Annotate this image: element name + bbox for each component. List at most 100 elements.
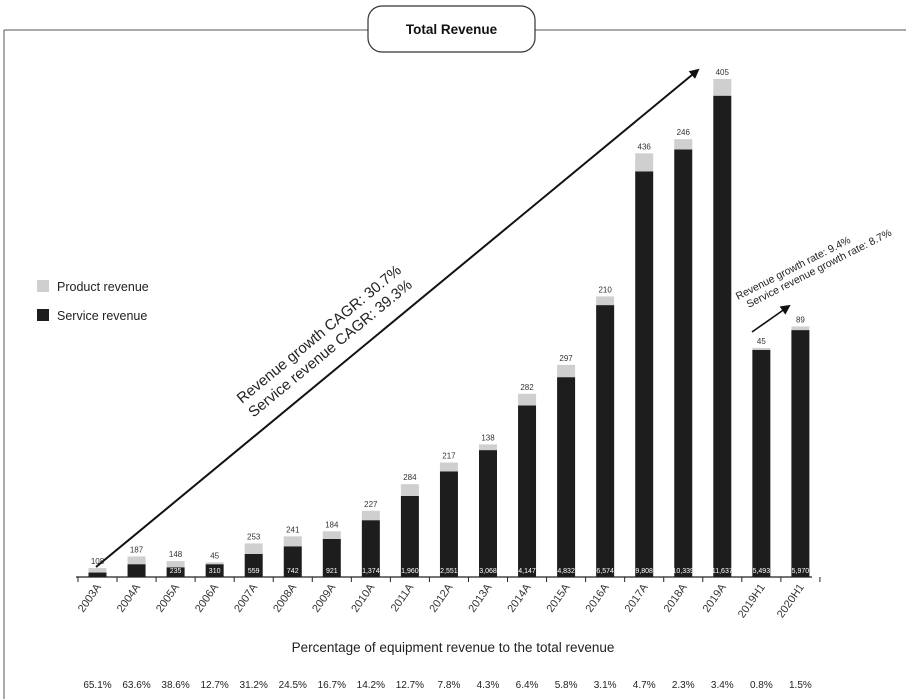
x-tick-label: 2013A: [466, 581, 494, 614]
x-tick-label: 2019H1: [736, 582, 768, 620]
growth-annotation: Revenue growth rate: 9.4% Service revenu…: [734, 216, 894, 313]
bar-service: [479, 450, 497, 577]
x-tick-label: 2006A: [193, 581, 221, 614]
bar-service: [635, 171, 654, 577]
service-value-label: 310: [209, 568, 221, 575]
product-value-label: 241: [286, 525, 300, 534]
bar-service: [557, 377, 576, 577]
service-value-label: 1,374: [362, 568, 380, 575]
legend-swatch-service: [37, 309, 49, 321]
bar-product: [439, 462, 458, 472]
equipment-share-value: 4.3%: [477, 680, 500, 691]
x-tick-label: 2007A: [232, 581, 260, 614]
bar-product: [205, 562, 224, 565]
service-value-label: 235: [170, 568, 182, 575]
bar-service: [400, 495, 419, 577]
equipment-share-value: 5.8%: [555, 680, 578, 691]
service-value-label: 559: [248, 568, 260, 575]
x-tick-label: 2018A: [662, 581, 690, 614]
equipment-share-value: 7.8%: [438, 680, 461, 691]
product-value-label: 138: [481, 433, 495, 442]
x-tick-label: 2017A: [623, 581, 651, 614]
product-value-label: 253: [247, 532, 261, 541]
product-value-label: 436: [638, 142, 652, 151]
x-tick-label: 2014A: [505, 581, 533, 614]
chart-frame: [3, 29, 906, 699]
x-tick-label: 2010A: [349, 581, 377, 614]
equipment-share-value: 31.2%: [240, 680, 268, 691]
product-value-label: 297: [559, 354, 573, 363]
service-value-label: 921: [326, 568, 338, 575]
cagr-annotation: Revenue growth CAGR: 30.7% Service reven…: [234, 259, 420, 421]
equipment-share-value: 6.4%: [516, 680, 539, 691]
bar-service: [713, 95, 732, 578]
bar-service: [283, 546, 302, 577]
bar-product: [361, 510, 380, 521]
service-value-label: 5,493: [753, 568, 771, 575]
bar-product: [752, 347, 771, 350]
product-value-label: 246: [677, 128, 691, 137]
bar-service: [166, 567, 185, 577]
bar-service: [791, 330, 810, 577]
bar-service: [244, 553, 263, 577]
bars-layer: 108 187 148 235 45 310 253 559 241 742 184 921 227 1,…: [77, 68, 821, 582]
equipment-share-value: 12.7%: [396, 680, 424, 691]
equipment-share-value: 14.2%: [357, 680, 385, 691]
x-tick-label: 2008A: [271, 581, 299, 614]
product-value-label: 282: [520, 383, 534, 392]
bar-product: [322, 531, 341, 539]
service-value-label: 742: [287, 568, 299, 575]
bar-service: [439, 471, 458, 577]
tick-labels: 2003A 2004A 2005A 2006A 2007A 2008A 2009A 2010A…: [76, 581, 807, 620]
equipment-share-value: 38.6%: [161, 680, 189, 691]
product-value-label: 89: [796, 315, 805, 324]
bar-service: [596, 305, 615, 577]
x-tick-label: 2019A: [701, 581, 729, 614]
equipment-share-value: 16.7%: [318, 680, 346, 691]
bar-product: [557, 364, 576, 378]
product-value-label: 217: [442, 452, 456, 461]
title-box: [367, 5, 536, 53]
bar-product: [479, 444, 497, 451]
x-tick-label: 2009A: [310, 581, 338, 614]
bar-service: [88, 572, 107, 577]
equipment-share-value: 3.4%: [711, 680, 734, 691]
x-tick-label: 2004A: [115, 581, 143, 614]
x-tick-label: 2020H1: [775, 582, 807, 620]
equipment-share-value: 3.1%: [594, 680, 617, 691]
bar-service: [205, 564, 224, 577]
bar-service: [127, 564, 146, 577]
product-value-label: 405: [716, 68, 730, 77]
bar-product: [713, 78, 732, 96]
x-tick-label: 2003A: [76, 581, 104, 614]
chart-title: Total Revenue: [406, 22, 498, 37]
bar-service: [518, 405, 537, 577]
bar-product: [791, 326, 810, 331]
legend-swatch-product: [37, 280, 49, 292]
equipment-share-value: 63.6%: [122, 680, 150, 691]
service-value-label: 4,147: [518, 568, 536, 575]
bar-product: [400, 484, 419, 496]
bar-service: [752, 349, 771, 577]
equipment-share-row: 65.1% 63.6% 38.6% 12.7% 31.2% 24.5% 16.7% 14.2%…: [83, 680, 812, 691]
x-tick-label: 2011A: [389, 581, 417, 614]
bar-service: [322, 538, 341, 577]
x-tick-label: 2016A: [584, 581, 612, 614]
equipment-share-value: 2.3%: [672, 680, 695, 691]
bar-service: [361, 520, 380, 577]
service-value-label: 10,339: [673, 568, 695, 575]
legend-label-product: Product revenue: [57, 280, 149, 294]
service-value-label: 4,832: [557, 568, 575, 575]
service-value-label: 6,574: [596, 568, 614, 575]
product-value-label: 187: [130, 545, 144, 554]
product-value-label: 148: [169, 550, 183, 559]
bar-product: [635, 153, 654, 172]
equipment-share-value: 12.7%: [200, 680, 228, 691]
product-value-label: 108: [91, 557, 105, 566]
bar-product: [518, 393, 537, 406]
bar-product: [596, 296, 615, 306]
bar-product: [674, 139, 693, 150]
bar-product: [127, 556, 146, 565]
product-value-label: 227: [364, 500, 378, 509]
